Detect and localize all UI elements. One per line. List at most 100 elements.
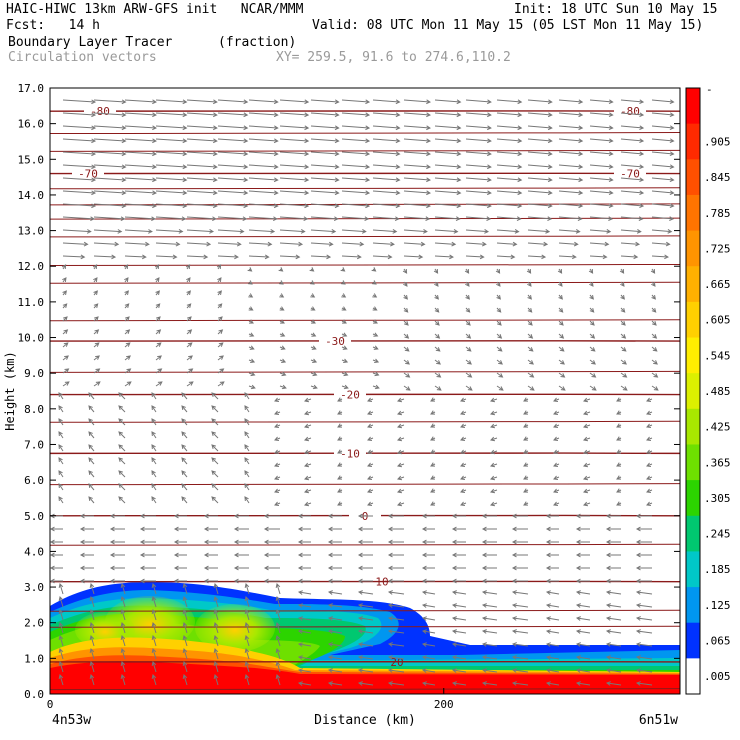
wind-vector <box>93 241 120 247</box>
wind-vector <box>79 578 94 584</box>
wind-vector <box>434 151 462 157</box>
wind-vector <box>545 578 559 584</box>
wind-vector <box>217 151 249 157</box>
wind-vector <box>527 151 553 157</box>
wind-vector <box>155 303 161 309</box>
y-tick-label: 8.0 <box>24 403 44 416</box>
wind-vector <box>558 241 579 247</box>
wind-vector <box>341 241 365 247</box>
wind-vector <box>58 483 64 491</box>
wind-vector <box>387 590 405 595</box>
wind-vector <box>372 254 393 260</box>
wind-vector <box>155 316 161 322</box>
wind-vector <box>248 241 273 247</box>
wind-vector <box>434 307 440 313</box>
wind-vector <box>248 216 278 222</box>
wind-vector <box>620 228 642 234</box>
wind-vector <box>496 190 523 196</box>
wind-vector <box>186 381 194 387</box>
colorbar-swatch <box>686 587 700 624</box>
wind-vector <box>297 616 312 621</box>
wind-vector <box>651 203 675 209</box>
wind-vector <box>372 384 380 390</box>
wind-vector <box>263 565 280 571</box>
wind-vector <box>372 216 400 222</box>
wind-vector <box>451 526 466 532</box>
wind-vector <box>93 125 127 131</box>
wind-vector <box>151 661 157 673</box>
wind-vector <box>139 539 156 545</box>
wind-vector <box>58 596 64 608</box>
isotherm-line <box>49 203 681 206</box>
wind-vector <box>421 513 435 519</box>
wind-vector <box>465 112 492 118</box>
wind-vector <box>211 418 219 426</box>
wind-vector <box>203 539 218 545</box>
wind-vector <box>151 496 157 504</box>
wind-vector <box>248 164 279 170</box>
wind-vector <box>496 320 502 326</box>
colorbar-tick-label: .365 <box>704 456 731 469</box>
wind-vector <box>403 138 431 144</box>
wind-vector <box>327 539 342 545</box>
wind-vector <box>451 629 467 634</box>
wind-vector <box>496 307 502 313</box>
wind-vector <box>155 112 188 118</box>
wind-vector <box>109 526 125 532</box>
wind-vector <box>151 470 157 478</box>
wind-vector <box>616 488 622 493</box>
wind-vector <box>124 241 150 247</box>
wind-vector <box>651 99 675 105</box>
wind-vector <box>589 177 614 183</box>
wind-vector <box>460 462 467 467</box>
wind-vector <box>124 151 157 157</box>
isotherm-line <box>49 263 681 266</box>
wind-vector <box>186 138 218 144</box>
wind-vector <box>118 418 126 426</box>
wind-vector <box>465 320 471 326</box>
wind-vector <box>646 436 653 441</box>
wind-vector <box>451 552 466 558</box>
wind-vector <box>465 138 492 144</box>
wind-vector <box>279 177 310 183</box>
wind-vector <box>93 368 101 374</box>
plot-frame <box>49 87 681 695</box>
wind-vector <box>496 385 504 391</box>
wind-vector <box>527 203 553 209</box>
isotherm-line <box>49 187 681 190</box>
wind-vector <box>481 642 498 647</box>
isotherm-label: -70 <box>78 168 98 181</box>
wind-vector <box>93 112 127 118</box>
wind-vector <box>434 254 454 260</box>
y-tick-label: 6.0 <box>24 474 44 487</box>
wind-vector <box>93 342 100 348</box>
colorbar-tick-label: .665 <box>704 278 731 291</box>
isotherm-line <box>49 483 681 486</box>
isotherm-label-bg <box>334 387 366 401</box>
wind-vector <box>620 372 628 378</box>
wind-vector <box>93 254 117 260</box>
wind-vector <box>217 164 249 170</box>
wind-vector <box>279 358 287 364</box>
wind-vector <box>403 346 410 352</box>
wind-vector <box>496 294 501 300</box>
wind-vector <box>89 609 95 621</box>
wind-vector <box>430 488 436 493</box>
wind-vector <box>651 125 675 131</box>
wind-vector <box>465 385 473 391</box>
y-tick-label: 10.0 <box>18 332 45 345</box>
wind-vector <box>646 488 653 493</box>
wind-vector <box>616 501 622 506</box>
wind-vector <box>651 241 671 247</box>
wind-vector <box>589 281 594 287</box>
wind-vector <box>465 294 470 300</box>
wind-vector <box>651 385 659 391</box>
wind-vector <box>124 290 129 296</box>
wind-vector <box>248 125 279 131</box>
wind-vector <box>357 603 374 608</box>
wind-vector <box>481 526 497 532</box>
wind-vector <box>247 280 253 285</box>
isotherm-labeled <box>49 580 681 583</box>
wind-vector <box>109 539 125 545</box>
wind-vector <box>58 457 64 465</box>
